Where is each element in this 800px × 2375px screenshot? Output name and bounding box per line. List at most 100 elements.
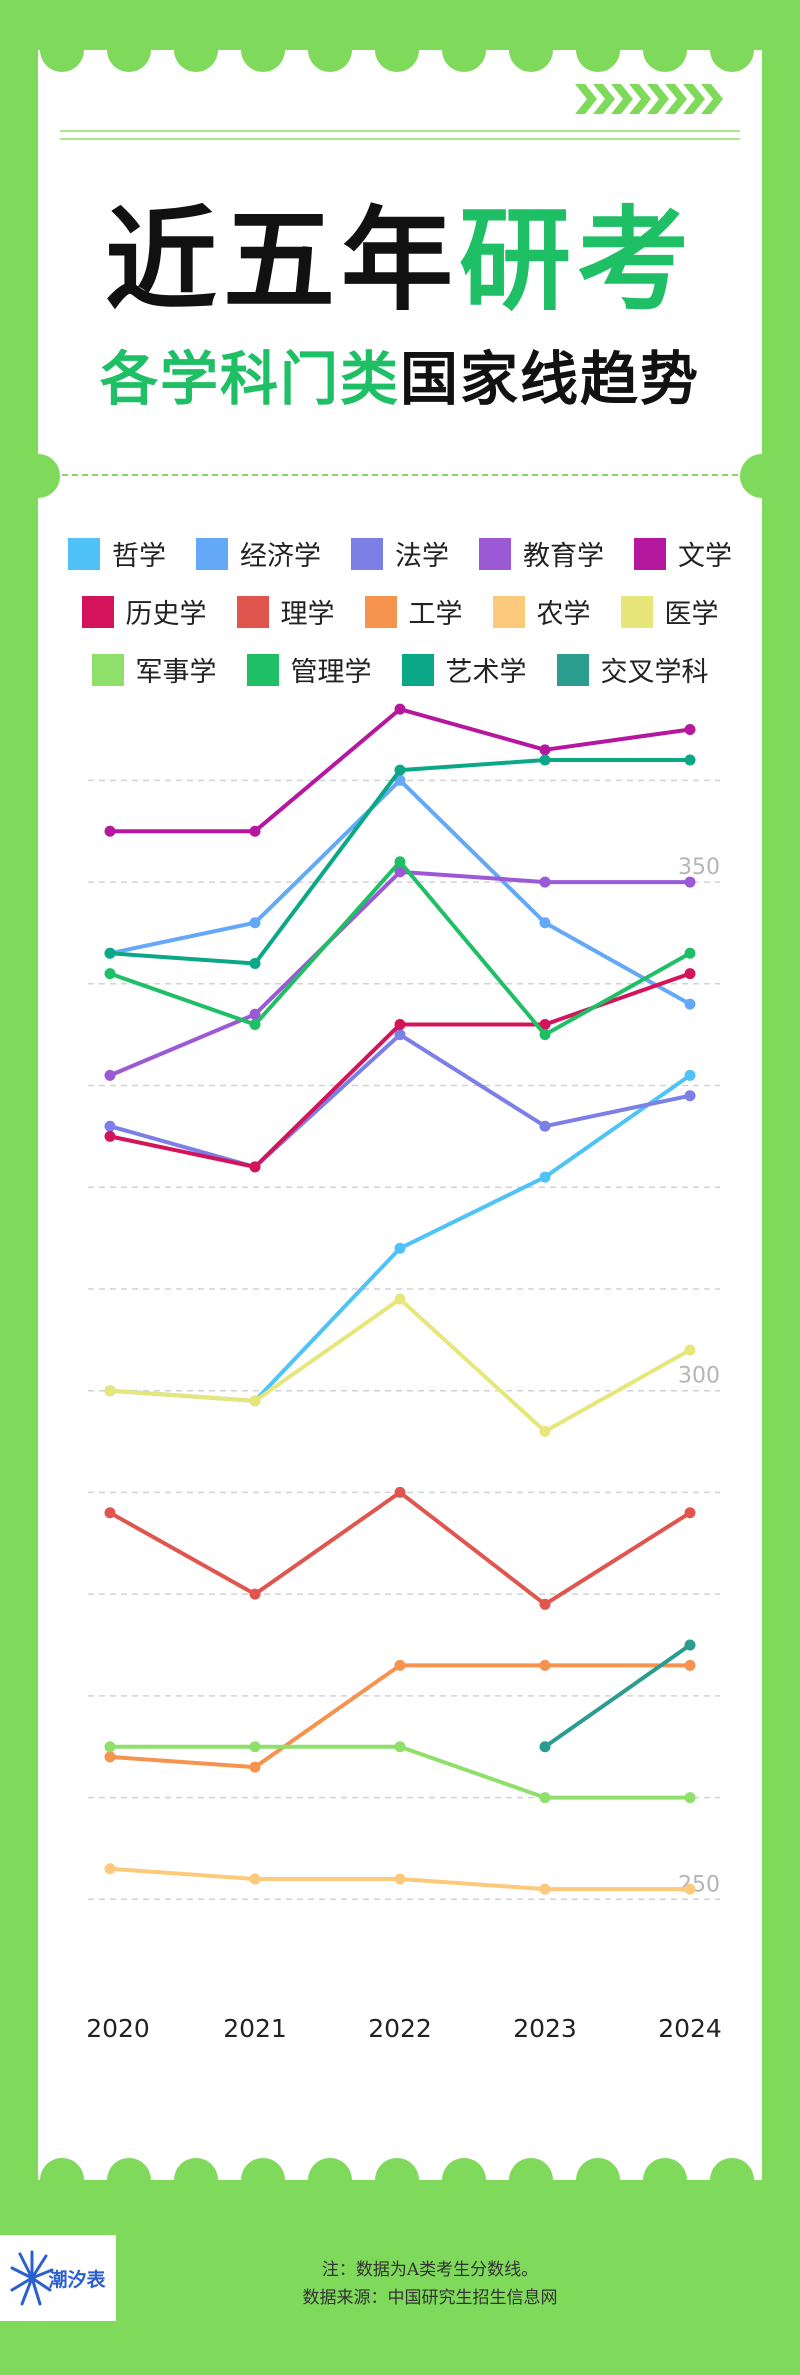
data-point	[684, 1069, 696, 1081]
data-point	[394, 1029, 406, 1041]
legend-swatch	[246, 653, 279, 686]
data-point	[249, 825, 261, 837]
legend-item: 医学	[620, 592, 719, 631]
data-point	[539, 1120, 551, 1132]
data-point	[249, 917, 261, 929]
data-point	[684, 1792, 696, 1804]
subtitle-part1: 各学科门类	[99, 345, 400, 413]
legend-label: 医学	[664, 599, 719, 630]
legend-label: 交叉学科	[600, 657, 709, 688]
logo-text: 潮汐表	[48, 2268, 106, 2291]
data-point	[684, 998, 696, 1010]
data-point	[104, 1120, 116, 1132]
data-point	[394, 764, 406, 776]
data-point	[249, 1018, 261, 1030]
data-point	[539, 1659, 551, 1671]
page-subtitle: 各学科门类国家线趋势	[0, 332, 800, 416]
data-point	[394, 866, 406, 878]
data-point	[104, 968, 116, 980]
data-point	[684, 723, 696, 735]
data-point	[684, 754, 696, 766]
series-line	[108, 1297, 692, 1434]
data-point	[249, 1161, 261, 1173]
legend-item: 教育学	[479, 534, 604, 573]
legend-label: 教育学	[523, 541, 604, 572]
legend-item: 历史学	[81, 592, 207, 631]
logo: 潮汐表	[0, 2235, 116, 2321]
scallop-notch	[442, 2158, 486, 2202]
legend-label: 农学	[536, 599, 591, 630]
legend-item: 农学	[492, 592, 591, 631]
legend-label: 艺术学	[445, 657, 527, 688]
legend-swatch	[364, 595, 397, 628]
scallop-notch	[308, 2158, 352, 2202]
data-point	[394, 703, 406, 715]
data-point	[684, 1507, 696, 1519]
data-point	[394, 774, 406, 786]
legend-label: 法学	[395, 541, 449, 572]
scallop-notch	[174, 2158, 218, 2202]
data-point	[104, 825, 116, 837]
series-line	[543, 1643, 692, 1749]
legend-label: 文学	[678, 541, 732, 572]
data-point	[249, 1395, 261, 1407]
legend-swatch	[401, 653, 434, 686]
data-point	[249, 957, 261, 969]
legend-item: 军事学	[91, 650, 217, 689]
series-line	[108, 1744, 692, 1800]
legend-item: 法学	[351, 534, 449, 573]
series-line	[108, 869, 692, 1078]
legend-swatch	[236, 595, 269, 628]
scallop-notch	[107, 28, 151, 72]
scallop-notch	[509, 28, 553, 72]
data-point	[104, 1507, 116, 1519]
legend-label: 工学	[408, 599, 463, 630]
legend-swatch	[351, 537, 383, 570]
data-point	[104, 1741, 116, 1753]
data-point	[394, 1659, 406, 1671]
data-point	[394, 1242, 406, 1254]
data-point	[539, 1171, 551, 1183]
ticket-notch-right	[740, 454, 784, 498]
legend-label: 哲学	[112, 541, 166, 572]
title-part1: 近五年	[105, 196, 459, 326]
legend-swatch	[492, 595, 525, 628]
scallop-notch	[40, 28, 84, 72]
scallop-notch	[241, 2158, 285, 2202]
y-tick-label: 350	[678, 855, 720, 880]
data-point	[539, 876, 551, 888]
data-point	[394, 1486, 406, 1498]
data-point	[539, 1741, 551, 1753]
series-line	[108, 1073, 692, 1403]
bottom-scallop-edge	[38, 2158, 762, 2202]
data-point	[539, 1598, 551, 1610]
footer-source: 数据来源：中国研究生招生信息网	[302, 2288, 558, 2308]
legend-label: 军事学	[135, 657, 217, 688]
data-point	[684, 1090, 696, 1102]
data-point	[539, 1883, 551, 1895]
scallop-notch	[710, 28, 754, 72]
legend-swatch	[196, 537, 228, 570]
data-point	[394, 856, 406, 868]
data-point	[539, 917, 551, 929]
header-rule	[60, 138, 740, 140]
x-tick-label: 2020	[86, 2014, 150, 2043]
data-point	[684, 1344, 696, 1356]
logo-burst-icon	[10, 2250, 54, 2306]
data-point	[104, 1385, 116, 1397]
legend-item: 交叉学科	[556, 650, 709, 689]
data-point	[104, 947, 116, 959]
data-point	[684, 1639, 696, 1651]
legend-item: 工学	[364, 592, 463, 631]
data-point	[684, 1883, 696, 1895]
scallop-notch	[174, 28, 218, 72]
legend-label: 管理学	[290, 657, 372, 688]
scallop-notch	[643, 28, 687, 72]
legend-item: 管理学	[246, 650, 372, 689]
scallop-notch	[375, 28, 419, 72]
data-point	[684, 968, 696, 980]
data-point	[249, 1741, 261, 1753]
scallop-notch	[241, 28, 285, 72]
legend-row: 哲学 经济学 法学 教育学 文学	[0, 534, 800, 573]
